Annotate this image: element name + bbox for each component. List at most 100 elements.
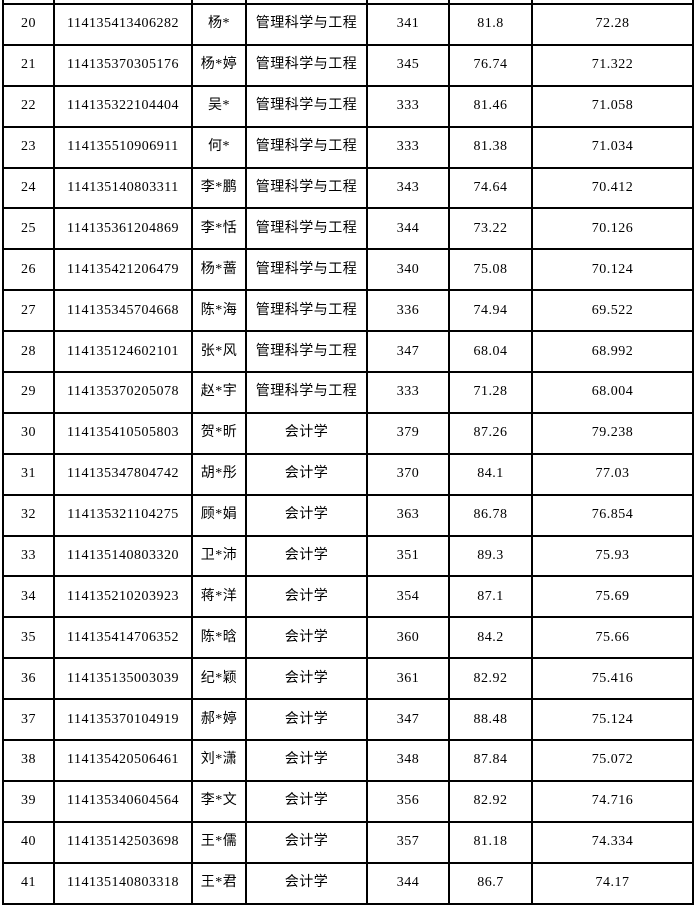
- cell-score1: 379: [366, 411, 450, 455]
- cell-score1: 333: [366, 371, 450, 414]
- cell-total: 75.66: [531, 616, 694, 660]
- table-row: 22 114135322104404 吴* 管理科学与工程 333 81.46 71.058: [2, 84, 694, 128]
- cell-score1: 354: [366, 575, 450, 619]
- table-row: 37 114135370104919 郝*婷 会计学 347 88.48 75.124: [2, 698, 694, 742]
- table-row: 28 114135124602101 张*风 管理科学与工程 347 68.04 68.99…: [2, 330, 694, 374]
- table-row: 32 114135321104275 顾*娟 会计学 363 86.78 76.854: [2, 493, 694, 537]
- cell-no: 36: [2, 657, 55, 701]
- cell-score2: 87.26: [448, 411, 533, 455]
- partial-cell: [531, 0, 694, 5]
- cell-name: 刘*潇: [191, 739, 247, 782]
- cell-id: 114135370205078: [53, 371, 193, 414]
- cell-id: 114135322104404: [53, 84, 193, 128]
- cell-score2: 75.08: [448, 248, 533, 292]
- partial-row-top: [2, 0, 694, 5]
- cell-id: 114135140803320: [53, 534, 193, 578]
- cell-major: 管理科学与工程: [245, 166, 368, 210]
- table-row: 23 114135510906911 何* 管理科学与工程 333 81.38 71.034: [2, 125, 694, 169]
- partial-cell: [191, 0, 247, 5]
- cell-name: 杨*: [191, 3, 247, 46]
- cell-major: 管理科学与工程: [245, 248, 368, 292]
- table-row: 33 114135140803320 卫*沛 会计学 351 89.3 75.93: [2, 534, 694, 578]
- cell-no: 23: [2, 125, 55, 169]
- cell-score1: 370: [366, 452, 450, 496]
- cell-major: 会计学: [245, 534, 368, 578]
- cell-name: 胡*彤: [191, 452, 247, 496]
- table-row: 21 114135370305176 杨*婷 管理科学与工程 345 76.74 71.32…: [2, 43, 694, 87]
- cell-major: 会计学: [245, 575, 368, 619]
- cell-no: 26: [2, 248, 55, 292]
- cell-no: 32: [2, 493, 55, 537]
- cell-id: 114135321104275: [53, 493, 193, 537]
- cell-major: 会计学: [245, 493, 368, 537]
- cell-id: 114135142503698: [53, 820, 193, 864]
- cell-major: 会计学: [245, 820, 368, 864]
- cell-no: 40: [2, 820, 55, 864]
- cell-no: 27: [2, 289, 55, 333]
- cell-name: 陈*海: [191, 289, 247, 333]
- cell-major: 管理科学与工程: [245, 289, 368, 333]
- cell-score2: 82.92: [448, 779, 533, 823]
- cell-id: 114135124602101: [53, 330, 193, 374]
- cell-major: 会计学: [245, 616, 368, 660]
- cell-score2: 76.74: [448, 43, 533, 87]
- cell-total: 70.124: [531, 248, 694, 292]
- cell-score2: 81.46: [448, 84, 533, 128]
- partial-cell: [53, 0, 193, 5]
- cell-id: 114135420506461: [53, 739, 193, 782]
- cell-score2: 84.1: [448, 452, 533, 496]
- table-row: 35 114135414706352 陈*晗 会计学 360 84.2 75.66: [2, 616, 694, 660]
- cell-score2: 84.2: [448, 616, 533, 660]
- cell-score2: 71.28: [448, 371, 533, 414]
- cell-score1: 343: [366, 166, 450, 210]
- cell-total: 74.334: [531, 820, 694, 864]
- cell-no: 35: [2, 616, 55, 660]
- cell-score2: 89.3: [448, 534, 533, 578]
- cell-name: 纪*颖: [191, 657, 247, 701]
- cell-score2: 86.78: [448, 493, 533, 537]
- partial-cell: [366, 0, 450, 5]
- cell-no: 21: [2, 43, 55, 87]
- table-row: 24 114135140803311 李*鹏 管理科学与工程 343 74.64 70.41…: [2, 166, 694, 210]
- cell-total: 74.17: [531, 861, 694, 905]
- cell-no: 31: [2, 452, 55, 496]
- cell-name: 何*: [191, 125, 247, 169]
- cell-score2: 86.7: [448, 861, 533, 905]
- cell-score2: 87.84: [448, 739, 533, 782]
- cell-score1: 357: [366, 820, 450, 864]
- cell-id: 114135345704668: [53, 289, 193, 333]
- cell-id: 114135140803318: [53, 861, 193, 905]
- cell-name: 李*文: [191, 779, 247, 823]
- cell-total: 77.03: [531, 452, 694, 496]
- cell-major: 管理科学与工程: [245, 3, 368, 46]
- cell-total: 74.716: [531, 779, 694, 823]
- cell-score1: 348: [366, 739, 450, 782]
- cell-id: 114135410505803: [53, 411, 193, 455]
- table-row: 39 114135340604564 李*文 会计学 356 82.92 74.716: [2, 779, 694, 823]
- cell-major: 管理科学与工程: [245, 84, 368, 128]
- cell-score2: 81.8: [448, 3, 533, 46]
- cell-no: 29: [2, 371, 55, 414]
- table-row: 40 114135142503698 王*儒 会计学 357 81.18 74.334: [2, 820, 694, 864]
- cell-total: 75.93: [531, 534, 694, 578]
- cell-name: 贺*昕: [191, 411, 247, 455]
- cell-no: 25: [2, 207, 55, 251]
- cell-total: 71.058: [531, 84, 694, 128]
- cell-score2: 74.94: [448, 289, 533, 333]
- cell-no: 41: [2, 861, 55, 905]
- cell-name: 王*君: [191, 861, 247, 905]
- cell-major: 管理科学与工程: [245, 371, 368, 414]
- cell-score2: 81.38: [448, 125, 533, 169]
- cell-score2: 82.92: [448, 657, 533, 701]
- partial-cell: [245, 0, 368, 5]
- table-row: 20 114135413406282 杨* 管理科学与工程 341 81.8 72.28: [2, 3, 694, 46]
- cell-total: 75.416: [531, 657, 694, 701]
- cell-id: 114135414706352: [53, 616, 193, 660]
- cell-no: 24: [2, 166, 55, 210]
- cell-name: 赵*宇: [191, 371, 247, 414]
- cell-name: 李*鹏: [191, 166, 247, 210]
- cell-score1: 333: [366, 84, 450, 128]
- cell-total: 70.412: [531, 166, 694, 210]
- cell-no: 30: [2, 411, 55, 455]
